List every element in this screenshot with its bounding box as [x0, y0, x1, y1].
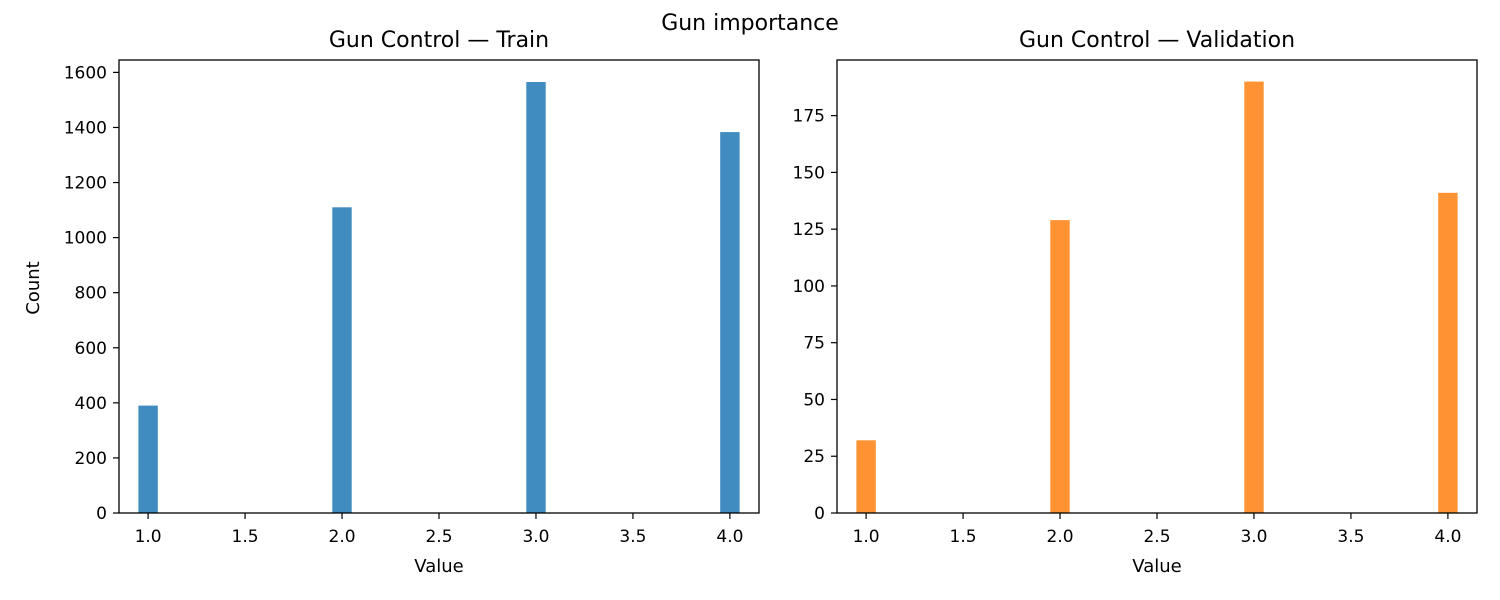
- x-axis-label-validation: Value: [1132, 556, 1181, 577]
- plot-area-validation: 1.0 1.5 2.0 2.5 3.0 3.5 4.0 0 25 50 75 100 125 150 175: [793, 59, 1478, 547]
- y-tick-label: 50: [803, 390, 825, 410]
- y-tick-label: 175: [793, 107, 825, 127]
- y-axis-label-train: Count: [23, 261, 44, 314]
- x-tick-label: 4.0: [716, 527, 743, 547]
- bar-3.0: [526, 82, 546, 513]
- x-tick-label: 2.0: [1047, 527, 1074, 547]
- x-tick-label: 3.0: [1240, 527, 1267, 547]
- x-tick-label: 1.5: [950, 527, 977, 547]
- y-tick-label: 1400: [64, 118, 107, 138]
- x-axis-label-train: Value: [414, 556, 463, 577]
- x-tick-label: 3.5: [1337, 527, 1364, 547]
- bar-2.0: [332, 207, 352, 514]
- x-tick-label: 2.5: [425, 527, 452, 547]
- y-tick-label: 75: [803, 334, 825, 354]
- chart-title-validation: Gun Control — Validation: [1019, 28, 1295, 53]
- y-tick-label: 125: [793, 220, 825, 240]
- x-tick-label: 1.0: [853, 527, 880, 547]
- bar-1.0: [138, 405, 158, 513]
- bar-4.0: [720, 132, 740, 513]
- x-tick-label: 1.0: [135, 527, 162, 547]
- y-tick-label: 1600: [64, 63, 107, 83]
- y-tick-label: 100: [793, 277, 825, 297]
- y-tick-label: 1000: [64, 229, 107, 249]
- bar-2.0: [1050, 220, 1070, 513]
- x-tick-label: 3.5: [619, 527, 646, 547]
- chart-title-train: Gun Control — Train: [329, 28, 549, 53]
- x-tick-label: 3.0: [522, 527, 549, 547]
- bar-3.0: [1244, 81, 1264, 513]
- y-tick-label: 0: [814, 504, 825, 524]
- axes-frame: [836, 59, 1478, 514]
- plot-area-train: 1.0 1.5 2.0 2.5 3.0 3.5 4.0 0 200 400 600 800 1000 12…: [64, 59, 760, 547]
- y-tick-label: 800: [75, 284, 107, 304]
- y-tick-label: 25: [803, 447, 825, 467]
- y-tick-label: 600: [75, 339, 107, 359]
- y-tick-label: 1200: [64, 174, 107, 194]
- x-tick-label: 2.5: [1143, 527, 1170, 547]
- x-tick-label: 2.0: [329, 527, 356, 547]
- y-tick-label: 0: [96, 504, 107, 524]
- chart-validation: Gun Control — Validation Value 1.0 1.5 2.0…: [793, 28, 1478, 577]
- figure-suptitle: Gun importance: [661, 11, 839, 36]
- x-tick-label: 1.5: [232, 527, 259, 547]
- y-tick-label: 150: [793, 163, 825, 183]
- bar-1.0: [856, 440, 876, 513]
- y-tick-label: 400: [75, 394, 107, 414]
- x-tick-label: 4.0: [1434, 527, 1461, 547]
- axes-frame: [118, 59, 760, 514]
- y-tick-label: 200: [75, 449, 107, 469]
- bar-4.0: [1438, 192, 1458, 514]
- chart-train: Gun Control — Train Value Count 1.0 1.5 2.…: [23, 28, 760, 577]
